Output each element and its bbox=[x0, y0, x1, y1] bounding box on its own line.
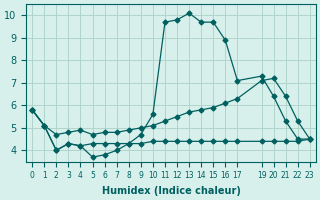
X-axis label: Humidex (Indice chaleur): Humidex (Indice chaleur) bbox=[101, 186, 240, 196]
